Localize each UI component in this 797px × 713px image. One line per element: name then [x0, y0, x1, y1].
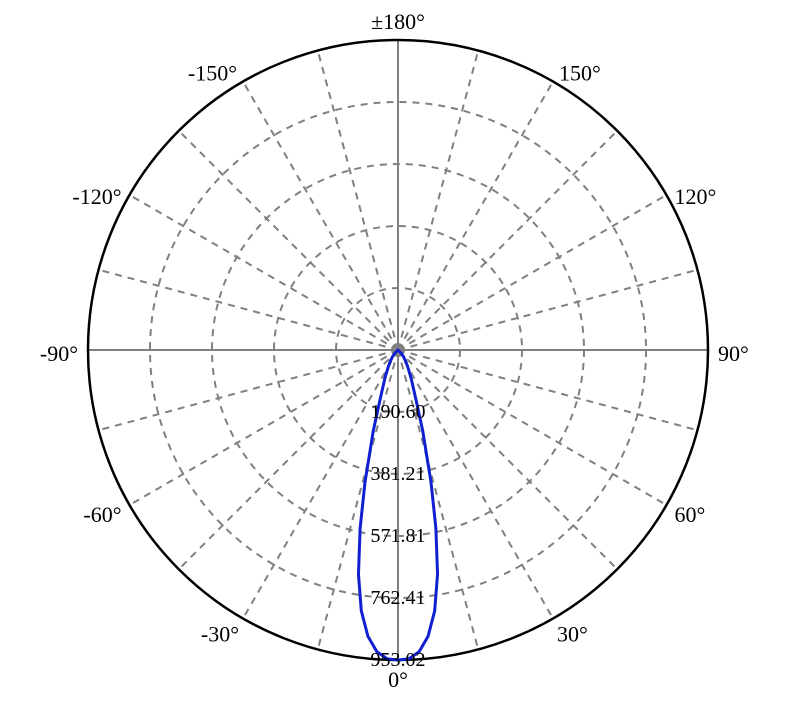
radial-tick-label: 190.60: [371, 401, 426, 423]
angle-tick-label: ±180°: [371, 9, 425, 34]
angle-tick-label: -30°: [201, 622, 239, 647]
angle-tick-label: 90°: [718, 341, 749, 366]
angle-tick-label: -150°: [188, 61, 237, 86]
angle-tick-label: 120°: [674, 184, 716, 209]
angle-tick-label: 60°: [674, 502, 705, 527]
polar-chart: 190.60381.21571.81762.41953.02±180°150°1…: [0, 0, 797, 713]
angle-tick-label: -120°: [72, 184, 121, 209]
radial-tick-label: 381.21: [371, 463, 426, 485]
angle-tick-label: 150°: [559, 61, 601, 86]
angle-tick-label: -60°: [83, 502, 121, 527]
radial-tick-label: 571.81: [371, 525, 426, 547]
angle-tick-label: 0°: [388, 667, 408, 692]
radial-tick-label: 762.41: [371, 587, 426, 609]
angle-tick-label: -90°: [40, 341, 78, 366]
angle-tick-label: 30°: [557, 622, 588, 647]
